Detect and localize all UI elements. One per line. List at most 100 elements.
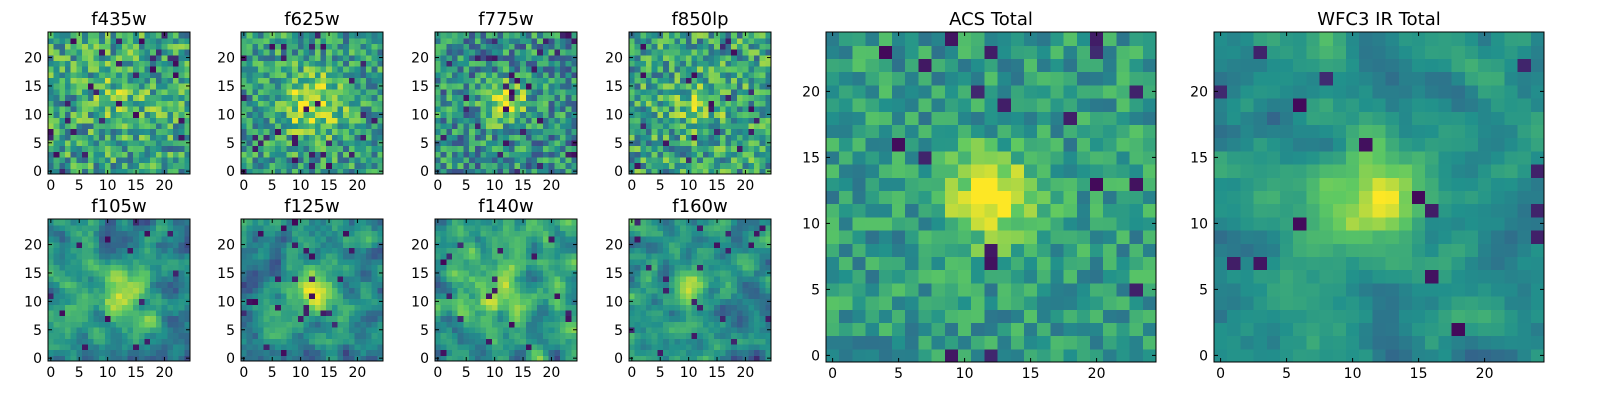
heatmap-cell xyxy=(76,38,82,44)
heatmap-cell xyxy=(366,242,372,248)
x-tick-label: 0 xyxy=(627,178,636,194)
heatmap-cell xyxy=(332,140,338,146)
heatmap-cell xyxy=(486,270,492,276)
heatmap-cell xyxy=(480,117,486,123)
heatmap-cell xyxy=(116,327,122,333)
heatmap-cell xyxy=(497,140,503,146)
heatmap-cell xyxy=(105,327,111,333)
heatmap-cell xyxy=(93,94,99,100)
heatmap-cell xyxy=(366,100,372,106)
heatmap-cell xyxy=(59,151,65,157)
heatmap-cell xyxy=(760,89,766,95)
heatmap-cell xyxy=(497,66,503,72)
heatmap-cell xyxy=(355,321,361,327)
heatmap-cell xyxy=(657,72,663,78)
heatmap-cell xyxy=(475,276,481,282)
heatmap-cell xyxy=(441,338,447,344)
heatmap-cell xyxy=(128,316,134,322)
heatmap-cell xyxy=(720,321,726,327)
heatmap-cell xyxy=(737,157,743,163)
heatmap-cell xyxy=(640,304,646,310)
heatmap-cell xyxy=(326,264,332,270)
heatmap-cell xyxy=(82,163,88,169)
heatmap-cell xyxy=(179,225,185,231)
heatmap-cell xyxy=(82,247,88,253)
heatmap-cell xyxy=(110,129,116,135)
heatmap-cell xyxy=(737,100,743,106)
heatmap-cell xyxy=(48,281,54,287)
heatmap-cell xyxy=(726,134,732,140)
heatmap-cell xyxy=(475,350,481,356)
heatmap-cell xyxy=(338,264,344,270)
x-tick-label: 0 xyxy=(239,178,248,194)
heatmap-cell xyxy=(737,106,743,112)
heatmap-cell xyxy=(520,310,526,316)
heatmap-cell xyxy=(59,327,65,333)
heatmap-cell xyxy=(281,55,287,61)
heatmap-cell xyxy=(99,344,105,350)
heatmap-cell xyxy=(122,134,128,140)
heatmap-cell xyxy=(150,338,156,344)
heatmap-cell xyxy=(156,247,162,253)
heatmap-cell xyxy=(652,49,658,55)
heatmap-cell xyxy=(338,38,344,44)
heatmap-cell xyxy=(303,259,309,265)
heatmap-cell xyxy=(754,310,760,316)
heatmap-cell xyxy=(133,287,139,293)
heatmap-cell xyxy=(122,276,128,282)
heatmap-cell xyxy=(509,38,515,44)
heatmap-cell xyxy=(128,83,134,89)
heatmap-cell xyxy=(497,43,503,49)
heatmap-cell xyxy=(532,333,538,339)
heatmap-cell xyxy=(674,321,680,327)
heatmap-cell xyxy=(566,151,572,157)
heatmap-cell xyxy=(748,281,754,287)
heatmap-cell xyxy=(349,293,355,299)
heatmap-cell xyxy=(156,338,162,344)
heatmap-cell xyxy=(275,83,281,89)
heatmap-cell xyxy=(349,259,355,265)
heatmap-cell xyxy=(309,304,315,310)
heatmap-cell xyxy=(309,60,315,66)
heatmap-cell xyxy=(674,106,680,112)
heatmap-cell xyxy=(292,83,298,89)
heatmap-cell xyxy=(441,66,447,72)
heatmap-cell xyxy=(326,287,332,293)
heatmap-cell xyxy=(303,32,309,38)
heatmap-cell xyxy=(360,49,366,55)
heatmap-cell xyxy=(492,281,498,287)
heatmap-cell xyxy=(332,72,338,78)
heatmap-cell xyxy=(635,293,641,299)
heatmap-cell xyxy=(269,316,275,322)
heatmap-cell xyxy=(264,117,270,123)
heatmap-cell xyxy=(560,316,566,322)
heatmap-cell xyxy=(560,77,566,83)
heatmap-cell xyxy=(760,321,766,327)
heatmap-cell xyxy=(269,38,275,44)
heatmap-cell xyxy=(520,264,526,270)
heatmap-cell xyxy=(298,77,304,83)
heatmap-cell xyxy=(116,304,122,310)
heatmap-cell xyxy=(532,299,538,305)
heatmap-cell xyxy=(754,281,760,287)
heatmap-cell xyxy=(629,106,635,112)
heatmap-cell xyxy=(275,242,281,248)
heatmap-cell xyxy=(446,321,452,327)
heatmap-cell xyxy=(122,259,128,265)
heatmap-cell xyxy=(748,83,754,89)
heatmap-cell xyxy=(748,299,754,305)
heatmap-cell xyxy=(315,287,321,293)
heatmap-cell xyxy=(93,43,99,49)
heatmap-cell xyxy=(139,140,145,146)
heatmap-cell xyxy=(321,344,327,350)
heatmap-cell xyxy=(281,38,287,44)
heatmap-cell xyxy=(110,43,116,49)
heatmap-cell xyxy=(252,293,258,299)
heatmap-cell xyxy=(720,140,726,146)
heatmap-cell xyxy=(360,287,366,293)
heatmap-cell xyxy=(99,129,105,135)
heatmap-cell xyxy=(315,129,321,135)
heatmap-cell xyxy=(657,129,663,135)
heatmap-cell xyxy=(247,94,253,100)
heatmap-cell xyxy=(463,327,469,333)
